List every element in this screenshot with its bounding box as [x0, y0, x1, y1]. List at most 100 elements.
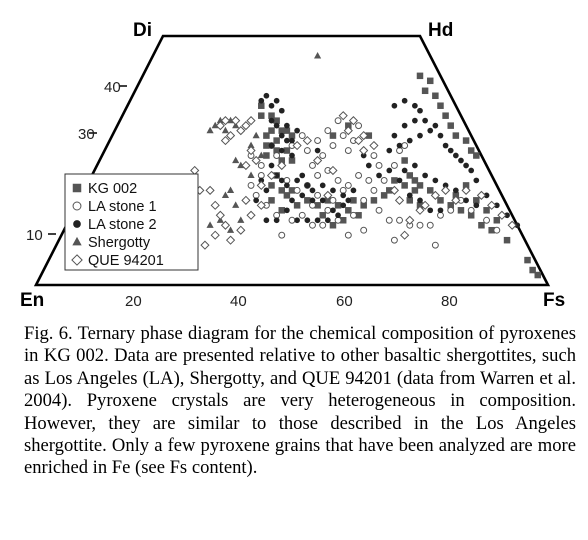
point-que-94201: [343, 126, 353, 136]
point-que-94201: [359, 130, 369, 141]
point-la-stone-2: [365, 162, 372, 169]
point-la-stone-2: [396, 177, 403, 184]
point-la-stone-1: [334, 216, 342, 224]
point-la-stone-2: [309, 187, 316, 194]
point-que-94201: [241, 121, 251, 131]
point-kg-002: [329, 132, 337, 139]
point-kg-002: [473, 152, 480, 159]
point-la-stone-1: [483, 216, 491, 224]
point-que-94201: [348, 116, 359, 126]
point-que-94201: [328, 165, 338, 176]
legend-label-kg002: KG 002: [88, 181, 137, 197]
point-la-stone-1: [288, 216, 296, 224]
point-kg-002: [467, 147, 475, 154]
point-que-94201: [251, 155, 261, 166]
point-kg-002: [278, 157, 286, 164]
point-la-stone-1: [380, 176, 388, 184]
point-la-stone-1: [329, 142, 337, 150]
point-que-94201: [220, 220, 231, 230]
point-la-stone-2: [319, 182, 326, 189]
point-kg-002: [437, 197, 444, 204]
y-tick-label-40: 40: [104, 79, 121, 96]
figure-caption: Fig. 6. Ternary phase diagram for the ch…: [24, 323, 576, 479]
point-la-stone-1: [360, 196, 368, 204]
point-la-stone-2: [319, 197, 326, 204]
point-la-stone-1: [493, 226, 501, 234]
point-la-stone-1: [375, 162, 383, 169]
point-la-stone-2: [401, 97, 408, 104]
x-tick-label-40: 40: [230, 293, 247, 310]
point-kg-002: [258, 102, 265, 109]
point-kg-002: [380, 192, 388, 199]
point-la-stone-1: [314, 191, 322, 199]
point-kg-002: [324, 197, 332, 204]
point-la-stone-2: [350, 187, 357, 194]
legend-label-que94201: QUE 94201: [88, 253, 164, 269]
point-kg-002: [411, 187, 419, 194]
point-la-stone-1: [365, 176, 373, 184]
point-la-stone-2: [284, 207, 290, 214]
point-que-94201: [461, 185, 471, 195]
point-kg-002: [278, 207, 286, 214]
point-que-94201: [241, 195, 251, 205]
x-tick-label-20: 20: [125, 293, 142, 310]
point-que-94201: [420, 200, 430, 210]
point-kg-002: [483, 207, 490, 214]
point-la-stone-2: [504, 212, 510, 219]
point-la-stone-2: [437, 132, 444, 139]
point-la-stone-2: [253, 197, 260, 204]
point-la-stone-2: [412, 102, 418, 109]
point-kg-002: [339, 217, 347, 224]
point-la-stone-2: [458, 157, 464, 164]
point-kg-002: [447, 202, 454, 209]
point-la-stone-2: [412, 162, 418, 169]
point-que-94201: [415, 205, 425, 215]
point-que-94201: [246, 210, 256, 220]
point-que-94201: [220, 135, 231, 146]
point-la-stone-2: [289, 197, 295, 204]
point-kg-002: [278, 127, 286, 134]
point-la-stone-2: [468, 167, 475, 174]
point-kg-002: [421, 87, 429, 95]
point-kg-002: [426, 77, 434, 85]
point-la-stone-1: [309, 201, 316, 209]
point-la-stone-2: [396, 142, 403, 149]
point-la-stone-2: [514, 222, 521, 229]
corner-label-en: En: [20, 290, 44, 311]
point-la-stone-1: [344, 147, 352, 154]
point-la-stone-1: [319, 221, 327, 229]
point-que-94201: [394, 195, 405, 205]
point-la-stone-2: [452, 187, 459, 194]
legend: KG 002 LA stone 1 LA stone 2 Shergotty Q…: [64, 173, 199, 271]
point-la-stone-2: [401, 167, 408, 174]
point-la-stone-2: [473, 202, 480, 209]
point-la-stone-1: [344, 231, 352, 239]
point-la-stone-2: [324, 217, 331, 224]
point-la-stone-2: [314, 217, 321, 224]
point-la-stone-2: [345, 197, 352, 204]
point-que-94201: [210, 200, 220, 210]
point-que-94201: [359, 145, 369, 156]
point-shergotty: [314, 52, 322, 59]
point-kg-002: [268, 112, 275, 119]
point-la-stone-1: [329, 196, 337, 204]
point-kg-002: [319, 212, 326, 219]
point-la-stone-2: [273, 122, 280, 129]
legend-marker-la-stone-2: [73, 220, 81, 228]
point-la-stone-2: [263, 92, 270, 99]
point-kg-002: [273, 137, 280, 144]
point-que-94201: [302, 135, 312, 146]
legend-marker-que-94201: [71, 254, 83, 266]
corner-label-fs: Fs: [543, 290, 565, 311]
point-kg-002: [293, 202, 301, 209]
point-kg-002: [350, 197, 357, 204]
point-la-stone-2: [483, 192, 490, 199]
point-la-stone-1: [355, 171, 363, 179]
point-kg-002: [442, 112, 449, 119]
point-la-stone-1: [334, 117, 342, 125]
point-que-94201: [389, 185, 400, 195]
point-shergotty: [247, 141, 255, 149]
point-que-94201: [497, 210, 507, 220]
point-kg-002: [273, 117, 280, 124]
legend-label-la-stone-2: LA stone 2: [88, 217, 157, 233]
